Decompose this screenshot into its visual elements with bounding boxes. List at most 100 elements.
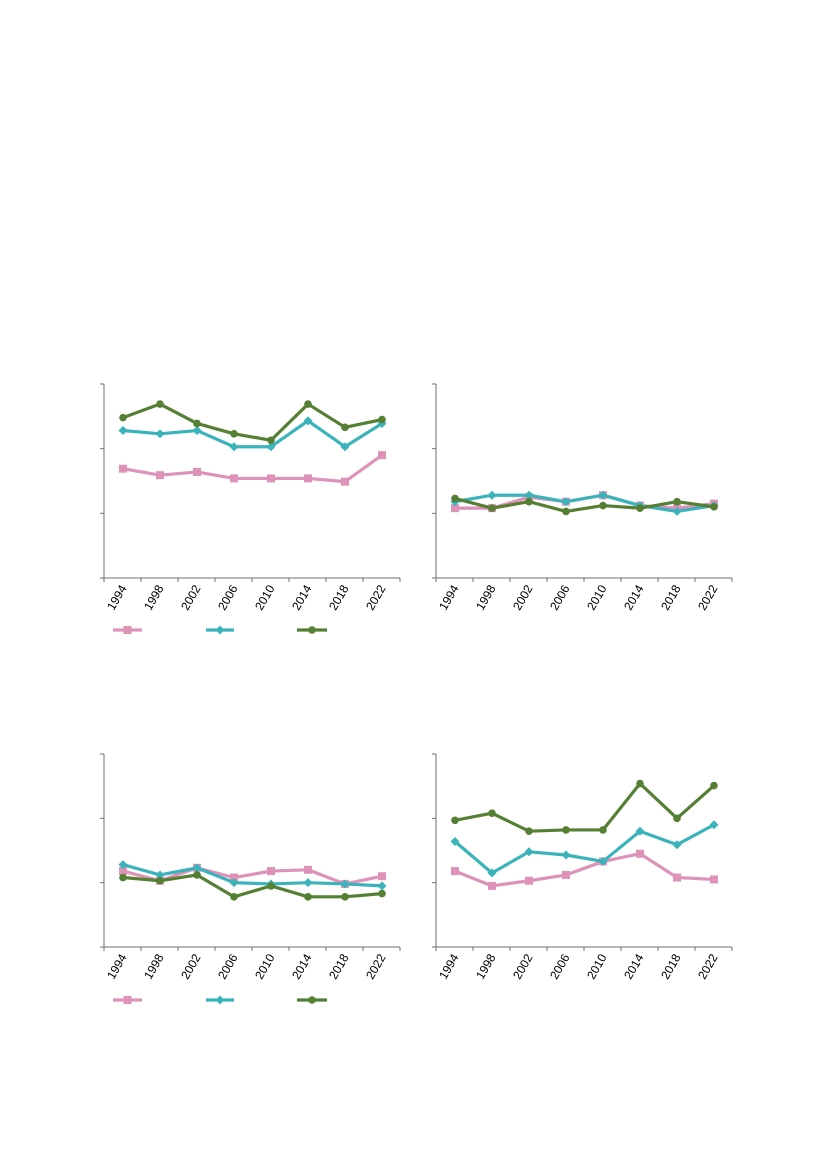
x-tick-label: 1994 bbox=[436, 951, 462, 981]
x-tick-label: 2006 bbox=[547, 582, 573, 612]
data-point-series_b bbox=[487, 868, 497, 878]
legend-marker-series_a bbox=[123, 626, 132, 634]
data-point-series_c bbox=[230, 893, 238, 901]
data-point-series_c bbox=[488, 809, 496, 817]
series-line-series_b bbox=[121, 419, 384, 449]
series-line-series_b bbox=[453, 823, 716, 875]
x-tick-label: 1998 bbox=[473, 951, 499, 981]
x-tick-label: 1994 bbox=[104, 951, 130, 981]
series-line-series_a bbox=[121, 453, 384, 484]
series-line-series_b bbox=[121, 863, 384, 888]
data-point-series_c bbox=[599, 826, 607, 834]
series-line-series_b bbox=[453, 493, 716, 513]
data-point-series_b bbox=[340, 879, 350, 889]
x-tick-label: 2022 bbox=[695, 951, 721, 981]
data-point-series_a bbox=[230, 474, 238, 483]
data-point-series_b bbox=[561, 497, 571, 507]
data-point-series_b bbox=[303, 416, 313, 426]
data-point-series_b bbox=[118, 860, 128, 870]
data-point-series_c bbox=[341, 423, 349, 432]
data-point-series_b bbox=[635, 826, 645, 836]
x-tick-label: 2006 bbox=[215, 951, 241, 981]
data-point-series_c bbox=[451, 816, 459, 825]
data-point-series_c bbox=[119, 413, 127, 422]
data-point-series_c bbox=[378, 889, 386, 898]
data-point-series_b bbox=[155, 429, 165, 439]
x-tick-label: 2002 bbox=[510, 582, 536, 612]
data-point-series_b bbox=[561, 850, 571, 860]
data-point-series_a bbox=[304, 474, 312, 483]
legend-marker-series_c bbox=[308, 996, 316, 1004]
data-point-series_a bbox=[636, 849, 644, 858]
data-point-series_a bbox=[341, 477, 349, 486]
data-point-series_a bbox=[451, 867, 459, 876]
data-point-series_c bbox=[451, 494, 459, 503]
data-point-series_a bbox=[673, 873, 681, 882]
data-point-series_b bbox=[450, 836, 460, 846]
data-point-series_a bbox=[304, 865, 312, 874]
data-point-series_a bbox=[525, 876, 533, 885]
x-tick-label: 2006 bbox=[215, 582, 241, 612]
x-tick-label: 2014 bbox=[289, 951, 315, 981]
data-point-series_a bbox=[378, 451, 386, 460]
x-tick-label: 2018 bbox=[326, 951, 352, 981]
data-point-series_c bbox=[304, 893, 312, 901]
data-point-series_a bbox=[119, 867, 127, 876]
x-tick-label: 2014 bbox=[621, 582, 647, 612]
data-point-series_c bbox=[230, 429, 238, 438]
chart-panel-3: 1994 1998 2002 2006 2010 2014 2018 2022 bbox=[100, 753, 401, 1005]
x-tick-label: 2006 bbox=[547, 951, 573, 981]
data-point-series_c bbox=[156, 400, 164, 408]
data-point-series_b bbox=[672, 506, 682, 516]
data-point-series_a bbox=[119, 464, 127, 473]
data-point-series_b bbox=[377, 881, 387, 891]
x-tick-label: 1998 bbox=[141, 951, 167, 981]
series-line-series_c bbox=[121, 873, 384, 899]
data-point-series_c bbox=[673, 814, 681, 823]
x-tick-label: 2022 bbox=[363, 582, 389, 612]
data-point-series_b bbox=[598, 856, 608, 866]
data-point-series_c bbox=[304, 400, 312, 408]
data-point-series_b bbox=[192, 426, 202, 436]
data-point-series_a bbox=[488, 881, 496, 890]
data-point-series_c bbox=[378, 415, 386, 424]
x-tick-label: 2002 bbox=[178, 951, 204, 981]
x-tick-label: 2022 bbox=[695, 582, 721, 612]
data-point-series_a bbox=[230, 873, 238, 882]
data-point-series_a bbox=[451, 504, 459, 513]
data-point-series_c bbox=[488, 504, 496, 512]
x-tick-label: 2022 bbox=[363, 951, 389, 981]
x-tick-label: 2018 bbox=[658, 951, 684, 981]
data-point-series_c bbox=[525, 827, 533, 835]
data-point-series_b bbox=[672, 840, 682, 850]
legend bbox=[113, 995, 327, 1005]
series-line-series_a bbox=[453, 852, 716, 888]
data-point-series_a bbox=[378, 872, 386, 881]
data-point-series_c bbox=[341, 893, 349, 901]
x-tick-label: 1998 bbox=[141, 582, 167, 612]
x-tick-label: 2010 bbox=[252, 582, 278, 612]
series-line-series_c bbox=[121, 402, 384, 442]
data-point-series_c bbox=[710, 503, 718, 511]
series-line-series_c bbox=[453, 496, 716, 513]
x-tick-label: 2018 bbox=[658, 582, 684, 612]
chart-panel-4: 1994 1998 2002 2006 2010 2014 2018 2022 bbox=[432, 753, 733, 982]
data-point-series_a bbox=[156, 471, 164, 480]
x-tick-label: 1994 bbox=[104, 582, 130, 612]
data-point-series_b bbox=[155, 870, 165, 880]
data-point-series_b bbox=[340, 442, 350, 452]
legend-marker-series_a bbox=[123, 996, 132, 1004]
x-tick-label: 2002 bbox=[178, 582, 204, 612]
data-point-series_b bbox=[303, 878, 313, 888]
x-tick-label: 2014 bbox=[621, 951, 647, 981]
data-point-series_c bbox=[267, 882, 275, 890]
x-tick-label: 2018 bbox=[326, 582, 352, 612]
legend-marker-series_b bbox=[215, 995, 225, 1005]
data-point-series_c bbox=[156, 876, 164, 885]
data-point-series_b bbox=[524, 847, 534, 857]
data-point-series_c bbox=[636, 504, 644, 512]
data-point-series_c bbox=[710, 781, 718, 790]
data-point-series_b bbox=[709, 820, 719, 830]
chart-panel-2: 1994 1998 2002 2006 2010 2014 2018 2022 bbox=[432, 383, 733, 613]
